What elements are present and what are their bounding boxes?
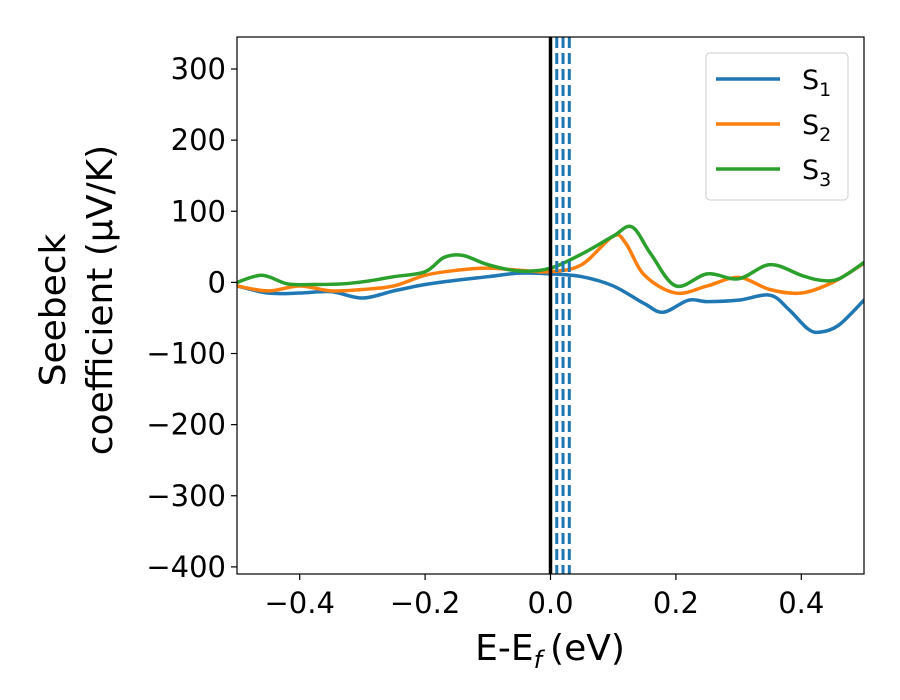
vertical-lines (548, 37, 571, 574)
y-tick-label: 200 (171, 123, 226, 157)
legend-label-s3: S3 (802, 155, 831, 191)
y-tick-label: −200 (146, 408, 226, 442)
x-axis-ticks: −0.4 −0.2 0.0 0.2 0.4 (264, 574, 824, 620)
y-tick-label: −300 (146, 479, 226, 513)
legend-label-s2: S2 (802, 110, 831, 146)
x-tick-label: 0.2 (653, 586, 699, 620)
y-tick-label: 0 (208, 265, 226, 299)
legend: S1 S2 S3 (705, 52, 849, 201)
legend-box (705, 52, 849, 201)
y-tick-label: 300 (171, 52, 226, 86)
series-line-s2 (237, 233, 864, 296)
y-tick-label: −400 (146, 550, 226, 584)
y-axis-label-line1: Seebeck (33, 233, 74, 386)
x-tick-label: −0.4 (264, 586, 334, 620)
x-tick-label: −0.2 (390, 586, 460, 620)
x-axis-label: E-Ef (eV) (475, 628, 625, 674)
series-line-s1 (237, 271, 864, 335)
x-tick-label: 0.0 (527, 586, 573, 620)
y-axis-ticks: −400 −300 −200 −100 0 100 200 300 (146, 52, 237, 584)
y-tick-label: −100 (146, 337, 226, 371)
x-tick-label: 0.4 (778, 586, 824, 620)
legend-label-s1: S1 (802, 65, 831, 101)
y-axis-label-line2: coefficient (μV/K) (80, 145, 121, 455)
y-tick-label: 100 (171, 194, 226, 228)
